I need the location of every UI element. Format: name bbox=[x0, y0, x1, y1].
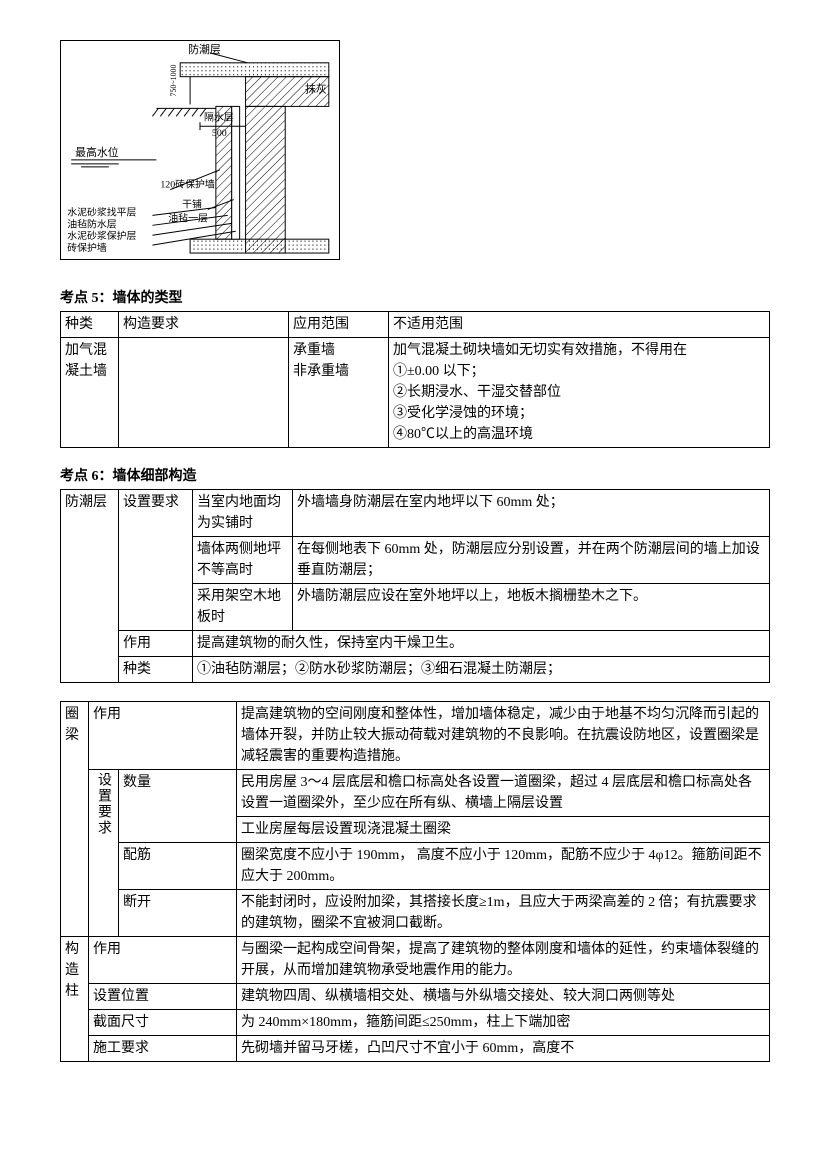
fangchao-table: 防潮层 设置要求 当室内地面均为实铺时 外墙墙身防潮层在室内地坪以下 60mm … bbox=[60, 489, 770, 683]
section5-title: 考点 5：墙体的类型 bbox=[60, 288, 770, 309]
label-750: 750~1000 bbox=[169, 64, 178, 96]
fangchao-role: 作用 bbox=[119, 631, 193, 657]
header-req: 构造要求 bbox=[119, 312, 289, 338]
label-500: 500 bbox=[212, 128, 227, 139]
table-row: 种类 构造要求 应用范围 不适用范围 bbox=[61, 312, 770, 338]
label-l3: 水泥砂浆保护层 bbox=[67, 229, 136, 242]
fangchao-setreq: 设置要求 bbox=[119, 490, 193, 631]
section5-table: 种类 构造要求 应用范围 不适用范围 加气混凝土墙 承重墙 非承重墙 加气混凝土… bbox=[60, 311, 770, 448]
label-zuigao: 最高水位 bbox=[75, 145, 119, 159]
label-l2: 油毡防水层 bbox=[67, 217, 117, 230]
quanliang-name: 圈梁 bbox=[61, 702, 89, 937]
quanliang-qty: 数量 bbox=[119, 770, 237, 843]
label-120: 120砖保护墙 bbox=[160, 178, 215, 191]
label-youzhan: 油毡一层 bbox=[168, 211, 208, 224]
table-row: 构造柱 作用 与圈梁一起构成空间骨架，提高了建筑物的整体刚度和墙体的延性，约束墙… bbox=[61, 937, 770, 984]
cell: 为 240mm×180mm，箍筋间距≤250mm，柱上下端加密 bbox=[237, 1010, 770, 1036]
cell: 建筑物四周、纵横墙相交处、横墙与外纵墙交接处、较大洞口两侧等处 bbox=[237, 984, 770, 1010]
label-mohui: 抹灰 bbox=[305, 82, 327, 96]
cell: 外墙墙身防潮层在室内地坪以下 60mm 处； bbox=[293, 490, 770, 537]
gouzao-pos: 设置位置 bbox=[89, 984, 237, 1010]
table-row: 圈梁 作用 提高建筑物的空间刚度和整体性，增加墙体稳定，减少由于地基不均匀沉降而… bbox=[61, 702, 770, 770]
cell: 民用房屋 3～4 层底层和檐口标高处各设置一道圈梁，超过 4 层底层和檐口标高处… bbox=[237, 770, 770, 817]
section6-title: 考点 6：墙体细部构造 bbox=[60, 466, 770, 487]
quanliang-role: 作用 bbox=[89, 702, 237, 770]
cell: 当室内地面均为实铺时 bbox=[193, 490, 293, 537]
table-row: 种类 ①油毡防潮层；②防水砂浆防潮层；③细石混凝土防潮层； bbox=[61, 657, 770, 683]
header-kind: 种类 bbox=[61, 312, 119, 338]
quanliang-rebar: 配筋 bbox=[119, 843, 237, 890]
header-use: 应用范围 bbox=[289, 312, 389, 338]
gouzao-role: 作用 bbox=[89, 937, 237, 984]
cell: 工业房屋每层设置现浇混凝土圈梁 bbox=[237, 817, 770, 843]
cell: 圈梁宽度不应小于 190mm， 高度不应小于 120mm，配筋不应少于 4φ12… bbox=[237, 843, 770, 890]
table-row: 防潮层 设置要求 当室内地面均为实铺时 外墙墙身防潮层在室内地坪以下 60mm … bbox=[61, 490, 770, 537]
label-fangchao: 防潮层 bbox=[188, 42, 221, 56]
header-notuse: 不适用范围 bbox=[389, 312, 770, 338]
label-l1: 水泥砂浆找平层 bbox=[67, 205, 136, 218]
table-row: 配筋 圈梁宽度不应小于 190mm， 高度不应小于 120mm，配筋不应少于 4… bbox=[61, 843, 770, 890]
cell: 在每侧地表下 60mm 处，防潮层应分别设置，并在两个防潮层间的墙上加设垂直防潮… bbox=[293, 537, 770, 584]
gouzao-name: 构造柱 bbox=[61, 937, 89, 1062]
cell: 墙体两侧地坪不等高时 bbox=[193, 537, 293, 584]
quanliang-setreq: 设置要求 bbox=[89, 770, 119, 937]
label-l4: 砖保护墙 bbox=[67, 241, 107, 254]
label-ganpu: 干铺 bbox=[182, 197, 202, 210]
fangchao-kinds: 种类 bbox=[119, 657, 193, 683]
cell-req bbox=[119, 338, 289, 448]
gouzao-cons: 施工要求 bbox=[89, 1036, 237, 1062]
cell: ①油毡防潮层；②防水砂浆防潮层；③细石混凝土防潮层； bbox=[193, 657, 770, 683]
table-row: 截面尺寸 为 240mm×180mm，箍筋间距≤250mm，柱上下端加密 bbox=[61, 1010, 770, 1036]
cell-notuse: 加气混凝土砌块墙如无切实有效措施，不得用在 ①±0.00 以下； ②长期浸水、干… bbox=[389, 338, 770, 448]
moisture-proof-diagram: 防潮层 抹灰 隔水层 500 750~1000 最高水位 120砖保护墙 水泥砂… bbox=[60, 40, 340, 260]
cell: 先砌墙并留马牙槎，凸凹尺寸不宜小于 60mm，高度不 bbox=[237, 1036, 770, 1062]
cell: 不能封闭时，应设附加梁，其搭接长度≥1m，且应大于两梁高差的 2 倍；有抗震要求… bbox=[237, 890, 770, 937]
table-row: 施工要求 先砌墙并留马牙槎，凸凹尺寸不宜小于 60mm，高度不 bbox=[61, 1036, 770, 1062]
cell: 提高建筑物的空间刚度和整体性，增加墙体稳定，减少由于地基不均匀沉降而引起的墙体开… bbox=[237, 702, 770, 770]
fangchao-name: 防潮层 bbox=[61, 490, 119, 683]
cell-use: 承重墙 非承重墙 bbox=[289, 338, 389, 448]
gouzao-size: 截面尺寸 bbox=[89, 1010, 237, 1036]
cell-kind: 加气混凝土墙 bbox=[61, 338, 119, 448]
quanliang-gouzao-table: 圈梁 作用 提高建筑物的空间刚度和整体性，增加墙体稳定，减少由于地基不均匀沉降而… bbox=[60, 701, 770, 1062]
quanliang-break: 断开 bbox=[119, 890, 237, 937]
table-row: 设置位置 建筑物四周、纵横墙相交处、横墙与外纵墙交接处、较大洞口两侧等处 bbox=[61, 984, 770, 1010]
cell: 提高建筑物的耐久性，保持室内干燥卫生。 bbox=[193, 631, 770, 657]
table-row: 断开 不能封闭时，应设附加梁，其搭接长度≥1m，且应大于两梁高差的 2 倍；有抗… bbox=[61, 890, 770, 937]
cell: 外墙防潮层应设在室外地坪以上，地板木搁栅垫木之下。 bbox=[293, 584, 770, 631]
table-row: 设置要求 数量 民用房屋 3～4 层底层和檐口标高处各设置一道圈梁，超过 4 层… bbox=[61, 770, 770, 817]
table-row: 加气混凝土墙 承重墙 非承重墙 加气混凝土砌块墙如无切实有效措施，不得用在 ①±… bbox=[61, 338, 770, 448]
cell: 采用架空木地板时 bbox=[193, 584, 293, 631]
cell: 与圈梁一起构成空间骨架，提高了建筑物的整体刚度和墙体的延性，约束墙体裂缝的开展，… bbox=[237, 937, 770, 984]
label-geshui: 隔水层 bbox=[204, 111, 234, 123]
table-row: 作用 提高建筑物的耐久性，保持室内干燥卫生。 bbox=[61, 631, 770, 657]
